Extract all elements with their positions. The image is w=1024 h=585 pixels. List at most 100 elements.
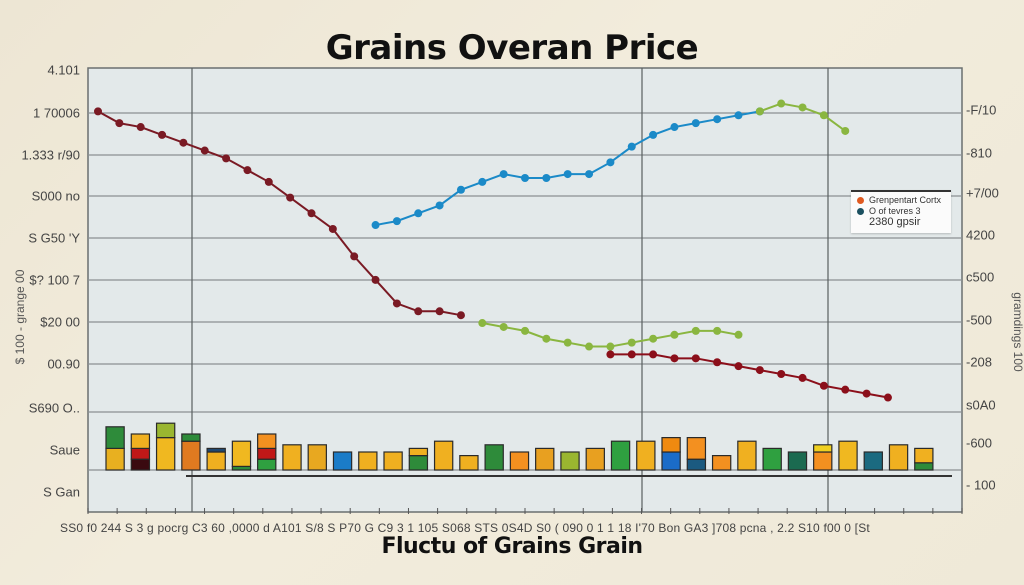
data-point — [200, 146, 209, 155]
y-tick-label-left: S000 no — [31, 188, 80, 204]
data-point — [521, 326, 529, 335]
bar-segment — [484, 444, 504, 471]
data-point — [819, 381, 828, 390]
data-point — [713, 326, 722, 335]
data-point — [499, 170, 508, 179]
data-point — [392, 299, 401, 308]
data-point — [542, 174, 551, 182]
bar-segment — [332, 451, 353, 471]
y-tick-label-left: S G50 'Y — [28, 230, 80, 246]
data-point — [798, 103, 807, 112]
data-point — [649, 130, 658, 139]
y-tick-label-right: -208 — [966, 354, 993, 370]
legend-swatch — [857, 208, 864, 215]
bar-segment — [737, 440, 757, 471]
y-tick-label-left: $? 100 7 — [29, 272, 80, 288]
data-point — [713, 115, 722, 124]
data-point — [841, 385, 850, 394]
data-point — [94, 107, 102, 116]
legend-item: O of tevres 3 — [857, 206, 951, 217]
data-point — [414, 209, 423, 218]
y-tick-label-right: -F/10 — [966, 102, 997, 118]
y-tick-label-left: 00.90 — [47, 356, 80, 372]
data-point — [713, 358, 722, 367]
chart-title: Grains Overan Price — [325, 28, 699, 68]
data-point — [627, 142, 636, 151]
bar-segment — [105, 447, 125, 471]
data-point — [606, 342, 615, 351]
y-axis-label-right: gramdings 100 — [1011, 292, 1024, 372]
bar-segment — [130, 458, 151, 471]
bar-segment — [787, 451, 808, 471]
data-point — [414, 307, 423, 316]
y-tick-label-right: c500 — [966, 269, 995, 285]
legend-item: 2380 gpsir — [857, 217, 951, 228]
data-point — [670, 123, 679, 132]
bar-segment — [130, 433, 151, 449]
data-point — [862, 389, 871, 398]
data-point — [691, 326, 700, 335]
bar-segment — [155, 422, 176, 439]
bar-segment — [914, 447, 934, 464]
y-tick-label-right: -500 — [966, 312, 993, 328]
data-point — [798, 373, 807, 382]
bar-segment — [813, 444, 833, 453]
data-point — [350, 252, 359, 261]
data-point — [649, 350, 658, 359]
legend-label: Grenpentart Cortx — [869, 195, 942, 205]
bar-segment — [585, 447, 605, 471]
data-point — [734, 330, 743, 339]
data-point — [777, 99, 786, 108]
x-axis — [87, 508, 963, 514]
data-point — [222, 154, 231, 163]
bar-segment — [636, 440, 656, 471]
bar-group — [105, 422, 934, 471]
data-point — [499, 322, 508, 331]
data-point — [734, 362, 743, 371]
legend-item: Grenpentart Cortx — [857, 195, 951, 206]
bar-segment — [813, 451, 833, 471]
bar-segment — [560, 451, 580, 471]
data-point — [819, 111, 828, 120]
y-tick-label-right: - 100 — [966, 477, 996, 493]
data-point — [585, 170, 594, 179]
data-point — [691, 354, 700, 363]
bar-segment — [914, 462, 934, 471]
bar-segment — [686, 458, 707, 471]
data-point — [264, 177, 273, 186]
data-point — [521, 174, 529, 182]
bar-segment — [762, 447, 782, 471]
data-point — [136, 123, 145, 132]
y-tick-label-left: $20 00 — [40, 314, 80, 330]
legend: Grenpentart Cortx O of tevres 3 2380 gps… — [851, 190, 951, 233]
y-tick-label-left: S690 O.. — [28, 400, 80, 416]
data-point — [734, 111, 743, 120]
bar-segment — [257, 458, 277, 471]
data-point — [435, 201, 444, 210]
bar-segment — [711, 455, 732, 471]
bar-segment — [206, 451, 226, 471]
y-tick-label-left: 4.101 — [47, 62, 80, 78]
bar-segment — [838, 440, 858, 471]
data-point — [392, 217, 401, 226]
line-group — [94, 99, 892, 402]
bar-segment — [358, 451, 378, 471]
bar-segment — [257, 447, 277, 460]
data-point — [179, 138, 188, 147]
bar-segment — [383, 451, 403, 471]
data-point — [883, 393, 892, 402]
bar-segment — [459, 455, 479, 471]
bar-segment — [888, 444, 909, 471]
y-axis-label-left: $ 100 - grange 00 — [13, 269, 27, 365]
data-point — [606, 158, 615, 167]
data-point — [670, 354, 679, 363]
data-point — [478, 319, 487, 328]
bar-segment — [509, 451, 530, 471]
legend-label: 2380 gpsir — [869, 216, 921, 228]
bar-segment — [181, 433, 201, 442]
y-tick-label-right: -810 — [966, 145, 993, 161]
data-point — [841, 126, 850, 135]
y-tick-label-right: s0A0 — [966, 397, 996, 413]
bar-segment — [307, 444, 327, 471]
